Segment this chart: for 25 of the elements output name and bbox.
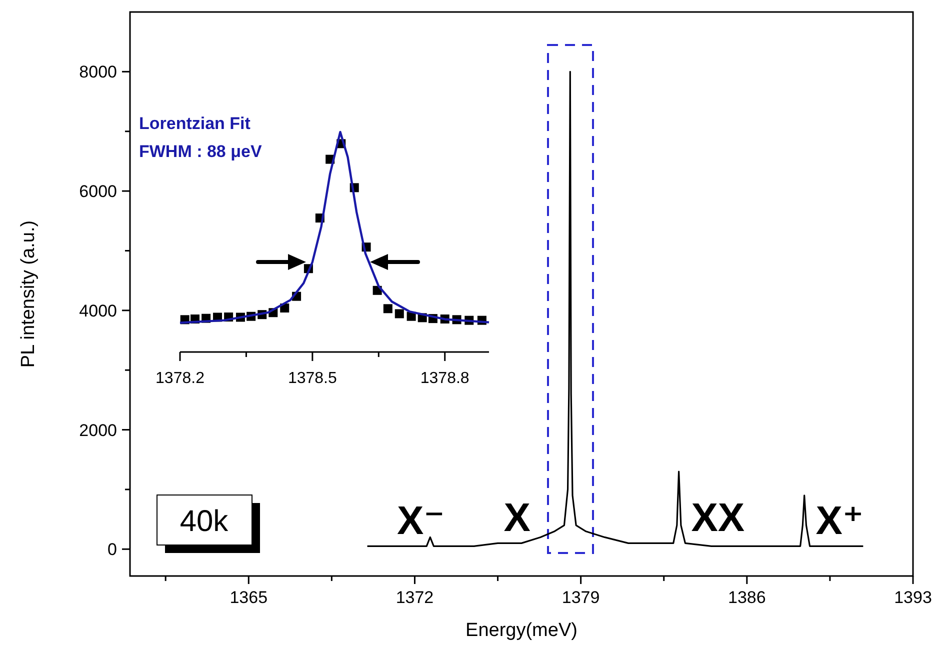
point <box>394 309 404 318</box>
y-tick-label: 6000 <box>79 182 117 202</box>
y-tick-label: 2000 <box>79 420 117 440</box>
x-tick-label: 1386 <box>728 588 766 607</box>
annotation: XX <box>691 496 745 540</box>
annotation: X⁻ <box>397 499 445 544</box>
x-tick-label: 1378.2 <box>156 370 205 387</box>
y-tick-label: 8000 <box>79 62 117 82</box>
x-axis-title: Energy(meV) <box>466 620 578 641</box>
x-tick-label: 1378.5 <box>288 370 337 387</box>
annotation: 40k <box>180 505 230 538</box>
x-tick-label: 1365 <box>230 588 268 607</box>
x-tick-label: 1393 <box>894 588 932 607</box>
x-tick-label: 1372 <box>396 588 434 607</box>
line-series <box>366 70 864 547</box>
annotation: X <box>504 496 531 540</box>
annotation: FWHM : 88 μeV <box>139 142 262 161</box>
annotation: X⁺ <box>816 499 864 544</box>
y-tick-label: 0 <box>108 540 117 560</box>
x-tick-label: 1379 <box>562 588 600 607</box>
annotation: Lorentzian Fit <box>139 114 251 133</box>
y-tick-label: 4000 <box>79 301 117 320</box>
y-axis-title: PL intensity (a.u.) <box>18 220 39 368</box>
x-tick-label: 1378.8 <box>420 370 470 387</box>
point <box>383 304 392 314</box>
